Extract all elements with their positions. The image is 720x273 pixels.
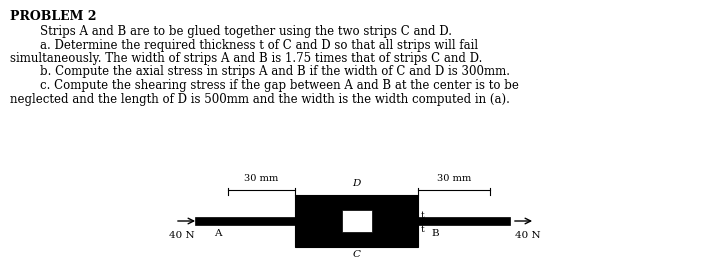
Text: A: A	[215, 230, 222, 239]
Text: 30 mm: 30 mm	[244, 174, 279, 183]
Bar	[341, 210, 372, 232]
Text: t: t	[421, 224, 425, 233]
Text: B: B	[431, 230, 438, 239]
Bar	[295, 195, 418, 247]
Text: neglected and the length of D is 500mm and the width is the width computed in (a: neglected and the length of D is 500mm a…	[10, 93, 510, 105]
Text: PROBLEM 2: PROBLEM 2	[10, 10, 96, 23]
Text: t: t	[421, 210, 425, 219]
Text: simultaneously. The width of strips A and B is 1.75 times that of strips C and D: simultaneously. The width of strips A an…	[10, 52, 482, 65]
Text: a. Determine the required thickness t of C and D so that all strips will fail: a. Determine the required thickness t of…	[10, 38, 478, 52]
Text: 40 N: 40 N	[516, 230, 541, 239]
Text: C: C	[353, 250, 361, 259]
Text: b. Compute the axial stress in strips A and B if the width of C and D is 300mm.: b. Compute the axial stress in strips A …	[10, 66, 510, 79]
Text: c. Compute the shearing stress if the gap between A and B at the center is to be: c. Compute the shearing stress if the ga…	[10, 79, 519, 92]
Bar	[195, 217, 295, 225]
Bar	[418, 217, 510, 225]
Text: 40 N: 40 N	[169, 230, 195, 239]
Text: 30 mm: 30 mm	[437, 174, 471, 183]
Text: D: D	[352, 179, 361, 188]
Text: Strips A and B are to be glued together using the two strips C and D.: Strips A and B are to be glued together …	[10, 25, 452, 38]
